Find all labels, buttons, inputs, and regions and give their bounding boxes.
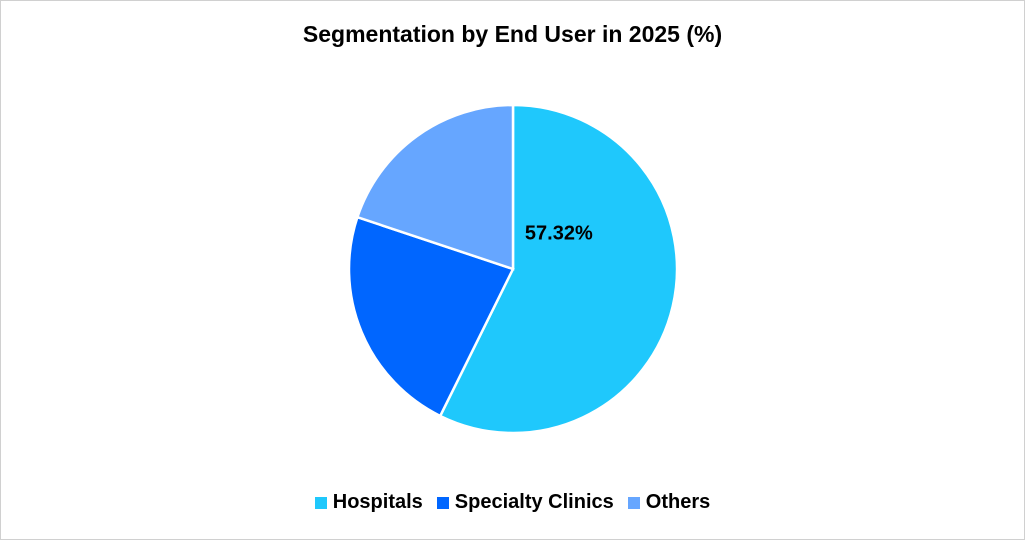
legend-item: Hospitals [314,491,423,514]
legend-label: Specialty Clinics [454,491,614,513]
legend-label: Hospitals [332,491,423,513]
pie-slice-hospitals [438,103,679,435]
legend-swatch [314,496,327,509]
legend-swatch [627,496,640,509]
data-label: 57.32% [525,223,593,245]
pie-slice-specialty-clinics [347,215,515,418]
legend-item: Specialty Clinics [436,491,614,514]
pie-slice-others [355,103,515,271]
legend-item: Others [627,491,711,514]
legend-label: Others [645,491,711,513]
legend-swatch [436,496,449,509]
chart-title: Segmentation by End User in 2025 (%) [302,21,723,47]
legend: Hospitals Specialty Clinics Others [1,491,1024,514]
